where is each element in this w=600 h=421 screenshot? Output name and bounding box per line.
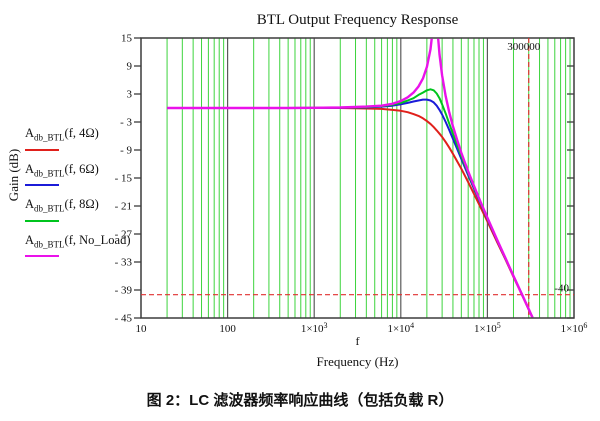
x-tick-label: 1×106: [561, 321, 588, 335]
legend-item-8ohm: Adb_BTL(f, 8Ω): [25, 198, 145, 222]
x-tick-label: 10: [136, 323, 148, 335]
chart-title: BTL Output Frequency Response: [256, 12, 459, 28]
x-tick-label: 1×105: [474, 321, 501, 335]
hline-label: -40: [554, 283, 569, 295]
y-tick-label: 15: [121, 33, 133, 45]
y-tick-label: 3: [127, 89, 133, 101]
legend-item-no-load: Adb_BTL(f, No_Load): [25, 232, 145, 257]
y-tick-label: - 9: [120, 145, 132, 157]
y-tick-label: - 15: [115, 173, 133, 185]
figure-caption: 图 2：LC 滤波器频率响应曲线（包括负载 R）: [146, 392, 454, 409]
legend-line-6ohm: [25, 184, 59, 186]
y-tick-label: 9: [127, 61, 133, 73]
legend-line-no-load: [25, 255, 59, 257]
x-axis-variable: f: [355, 334, 360, 348]
curve-no-load: [167, 38, 534, 318]
legend-label-6ohm: Adb_BTL(f, 6Ω): [25, 161, 99, 178]
legend-item-6ohm: Adb_BTL(f, 6Ω): [25, 161, 145, 186]
x-axis-title: Frequency (Hz): [316, 354, 399, 369]
y-axis-title: Gain (dB): [6, 148, 21, 202]
legend-line-8ohm: [25, 219, 59, 222]
legend-label-8ohm: Adb_BTL(f, 8Ω): [25, 197, 99, 214]
vline-label: 300000: [507, 41, 541, 53]
y-tick-label: - 21: [115, 201, 132, 213]
y-tick-label: - 3: [120, 117, 132, 129]
legend-line-4ohm: [25, 148, 59, 151]
legend-item-4ohm: Adb_BTL(f, 4Ω): [25, 127, 145, 151]
y-tick-label: - 33: [115, 257, 133, 269]
legend-label-no-load: Adb_BTL(f, No_Load): [25, 232, 131, 249]
legend-label-4ohm: Adb_BTL(f, 4Ω): [25, 126, 99, 143]
plot-frame: [140, 37, 575, 319]
y-tick-label: - 39: [115, 285, 133, 297]
x-tick-label: 1×104: [387, 321, 414, 335]
legend: Adb_BTL(f, 4Ω) Adb_BTL(f, 6Ω) Adb_BTL(f, 8…: [25, 127, 145, 269]
x-tick-label: 100: [219, 323, 236, 335]
x-tick-label: 1×103: [301, 321, 328, 335]
y-tick-label: - 27: [115, 229, 133, 241]
y-tick-label: - 45: [115, 313, 133, 325]
